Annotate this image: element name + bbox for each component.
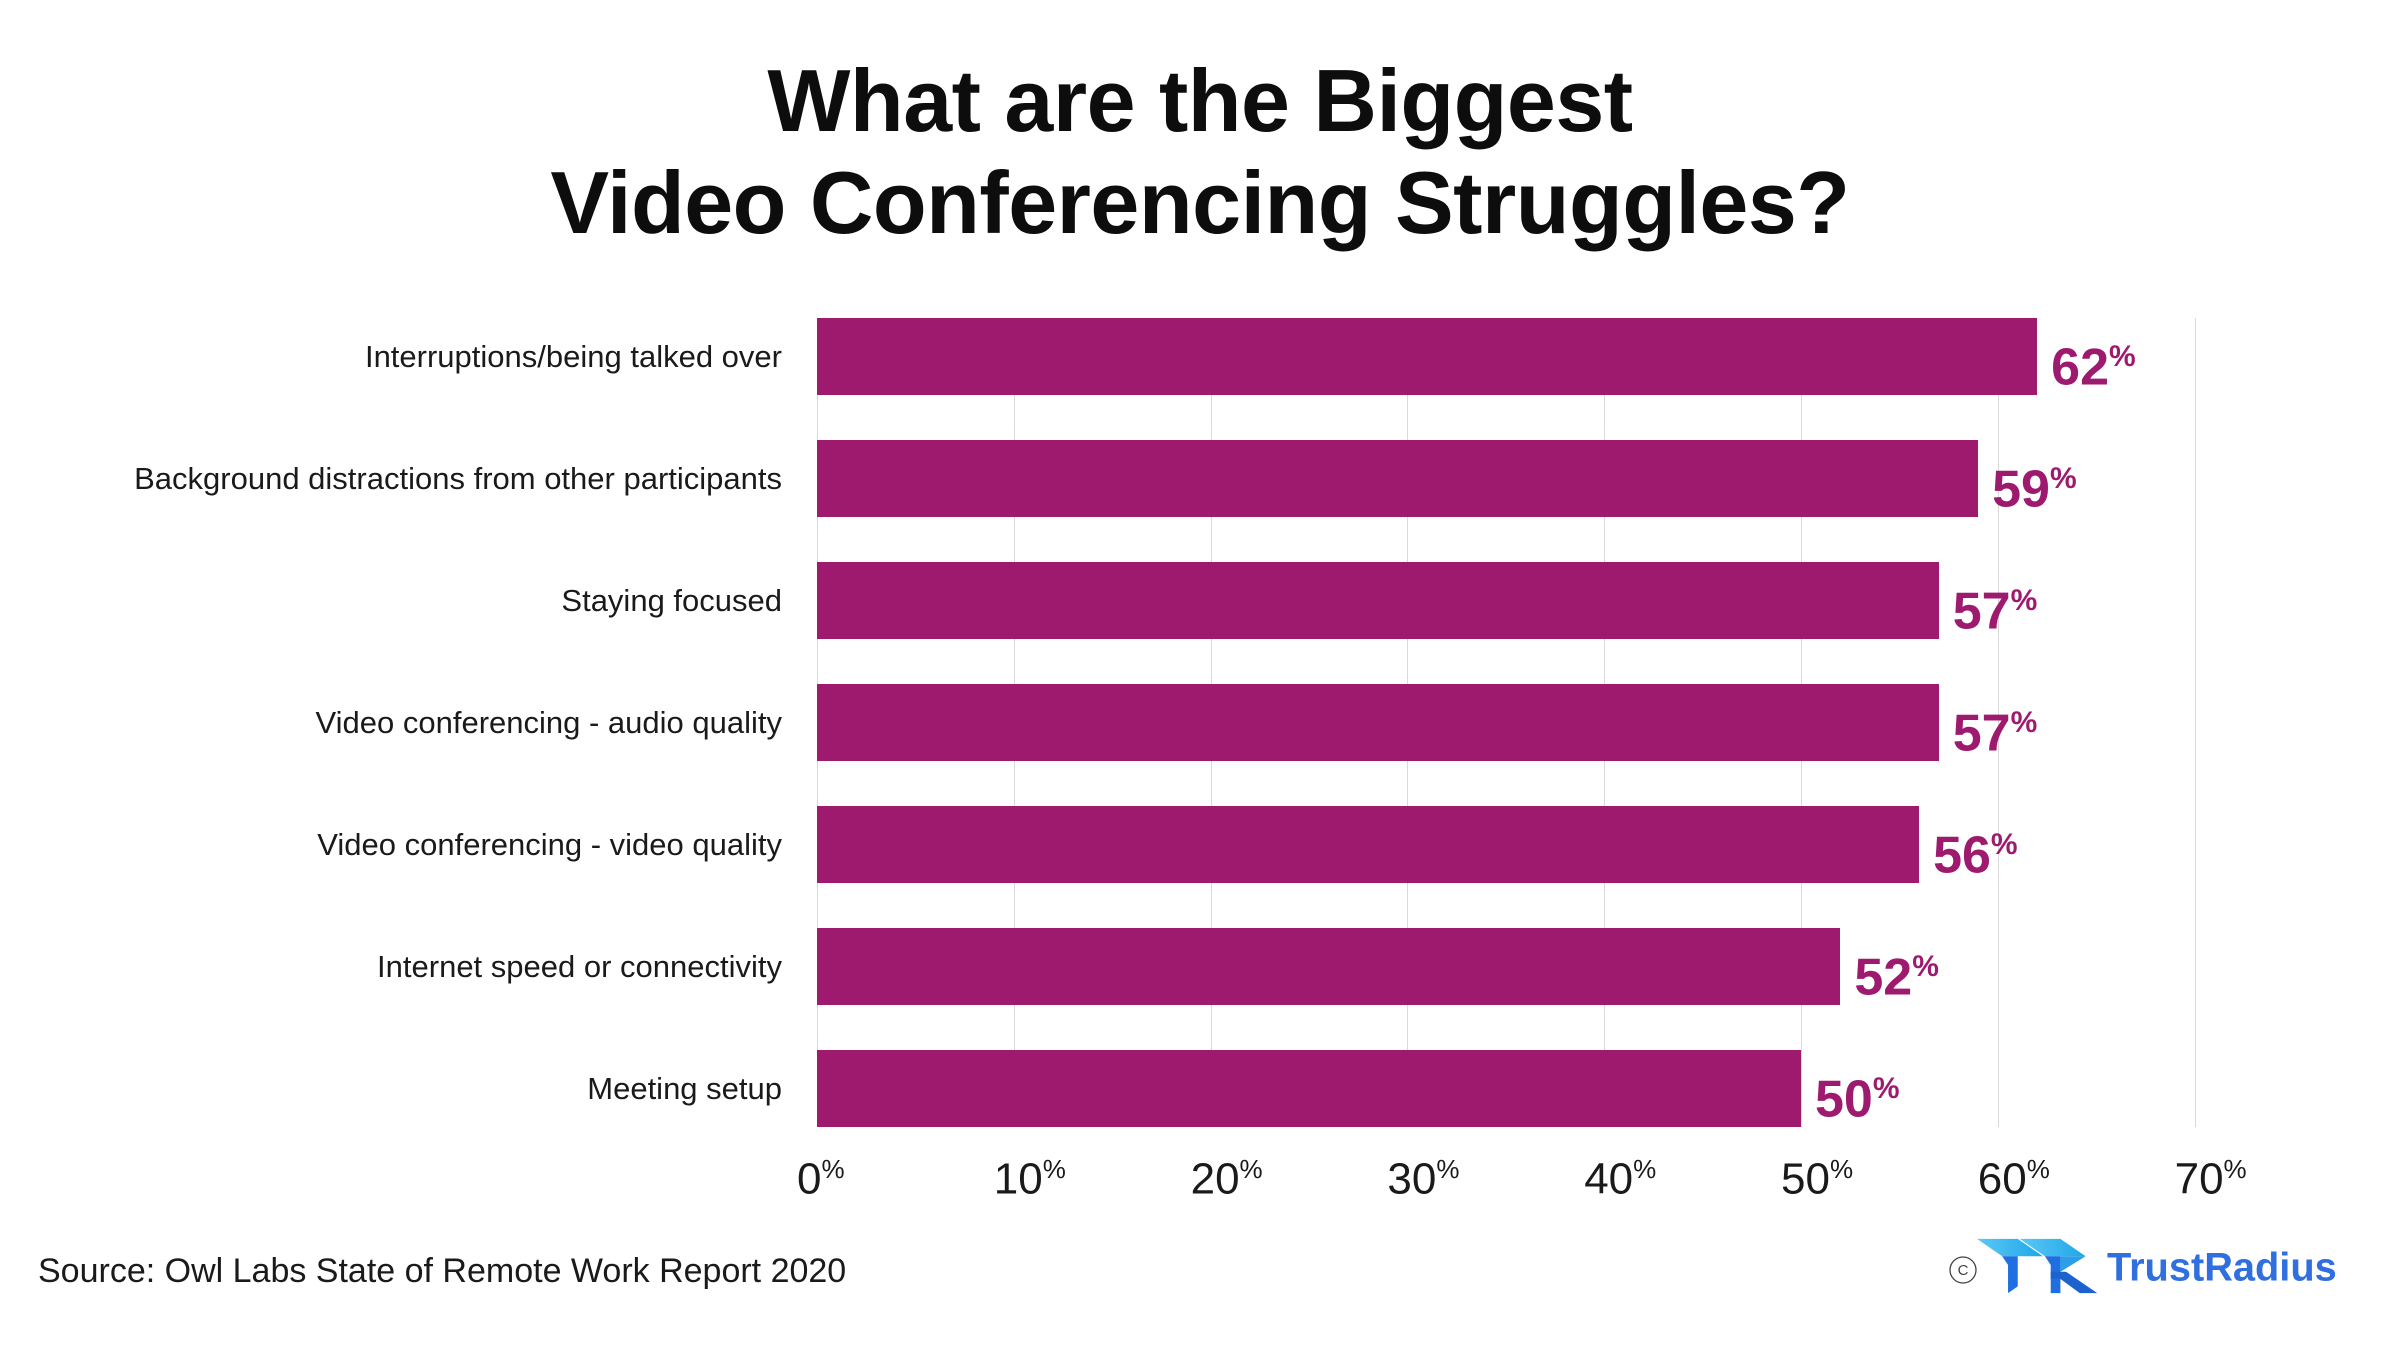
svg-text:C: C	[1958, 1262, 1969, 1279]
svg-text:TrustRadius: TrustRadius	[2107, 1246, 2337, 1290]
